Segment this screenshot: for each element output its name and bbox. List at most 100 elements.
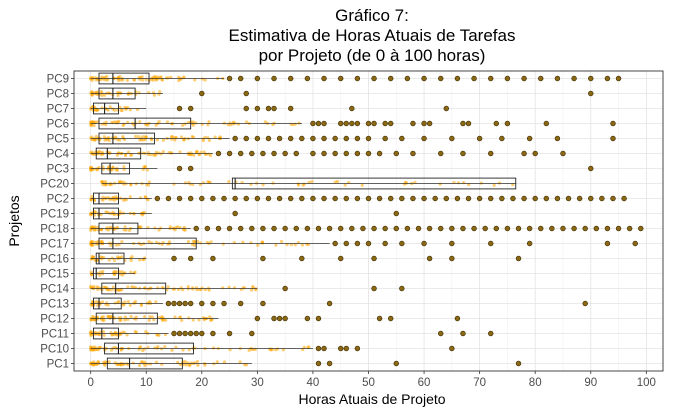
outlier-point [404,75,411,82]
outlier-point [338,255,344,262]
box-pc1 [89,357,522,370]
outlier-point [326,300,333,307]
data-point [145,168,149,172]
outlier-point [338,75,344,82]
data-point [114,243,118,247]
data-point [215,360,219,364]
data-point [113,301,117,305]
data-point [207,120,211,124]
data-point [123,315,127,319]
data-point [95,90,100,94]
outlier-point [243,90,249,97]
outlier-point [321,75,327,82]
data-point [222,360,227,364]
outlier-point [504,120,511,127]
outlier-point [260,225,266,232]
outlier-point [515,225,522,232]
data-point [91,137,95,141]
y-tick-label: PC9 [47,74,69,86]
outlier-point [288,195,294,202]
data-point [144,122,148,126]
outlier-point [438,225,444,232]
box-iqr [92,267,119,280]
data-point [187,151,191,155]
outlier-point [332,150,338,157]
data-point [129,270,133,274]
outlier-point [176,105,183,112]
outlier-point [187,300,194,307]
outlier-point [187,105,194,112]
data-point [112,196,116,200]
data-point [300,243,304,247]
box-pc10 [89,342,455,355]
data-point [141,138,146,142]
data-point [105,74,109,79]
data-point [131,361,135,365]
outlier-point [215,225,222,232]
data-point [123,225,127,229]
outlier-point [271,225,277,232]
box-iqr [101,162,131,175]
outlier-point [610,120,616,127]
box-iqr [104,342,194,355]
data-point [149,153,153,157]
x-tick-label: 90 [584,377,597,389]
outlier-point [237,225,244,232]
outlier-point [549,225,555,232]
outlier-point [271,75,277,82]
outlier-point [304,75,311,82]
outlier-point [354,240,361,247]
data-point [125,78,129,82]
data-point [201,138,206,143]
outlier-point [187,165,194,172]
outlier-point [338,120,344,127]
data-point [166,242,170,246]
x-tick-label: 60 [418,377,431,389]
x-tick-label: 10 [140,377,153,389]
data-point [160,315,164,319]
data-point [221,286,225,290]
data-point [241,286,245,290]
x-axis-title: Horas Atuais de Projeto [298,391,445,407]
outlier-point [332,195,338,202]
outlier-point [365,150,372,157]
outlier-point [193,225,199,232]
box-iqr [98,222,139,235]
outlier-point [210,195,216,202]
data-point [227,285,231,289]
data-point [177,316,182,320]
outlier-point [543,120,550,127]
box-pc15 [89,267,137,280]
y-tick-label: PC19 [40,209,69,221]
data-point [184,363,189,367]
data-point [119,318,123,322]
outlier-point [526,240,533,247]
data-point [129,314,133,319]
outlier-point [415,225,422,232]
y-tick-label: PC8 [47,89,69,101]
data-point [139,302,144,306]
outlier-point [393,360,399,367]
outlier-point [199,330,205,337]
data-point [99,89,103,94]
data-point [173,315,177,319]
data-point [92,284,96,289]
outlier-point [376,315,383,322]
data-point [161,150,165,154]
data-point [115,226,120,230]
data-point [200,77,204,81]
box-pc16 [89,252,522,265]
y-tick-label: PC10 [40,344,69,356]
data-point [186,240,191,244]
outlier-point [260,150,266,157]
data-point [360,183,364,187]
outlier-point [254,315,261,322]
data-point [335,179,340,184]
data-point [126,300,130,304]
data-point [93,209,97,214]
outlier-point [271,150,277,157]
data-point [281,348,285,352]
data-point [151,78,155,82]
data-point [108,105,112,109]
outlier-point [421,240,427,247]
